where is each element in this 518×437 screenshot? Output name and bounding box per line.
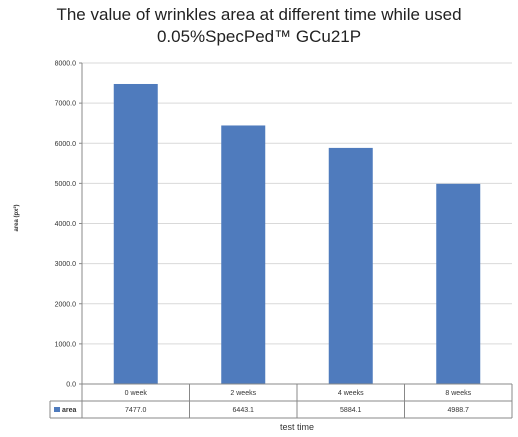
chart-title-line-2: 0.05%SpecPed™ GCu21P	[156, 27, 362, 46]
bar	[113, 83, 158, 384]
x-category-label: 2 weeks	[230, 390, 256, 397]
y-tick-label: 1000.0	[55, 341, 77, 348]
x-category-label: 8 weeks	[445, 390, 471, 397]
table-legend-key	[54, 407, 60, 412]
data-table: 0 week 2 weeks 4 weeks 8 weeks area 7477.0 644…	[49, 384, 513, 419]
y-tick-label: 4000.0	[55, 221, 77, 228]
y-tick-labels: 0.0 1000.0 2000.0 3000.0 4000.0 5000.0 6000.0 7…	[55, 61, 77, 389]
x-category-label: 0 week	[125, 390, 148, 397]
y-axis-title: area (px²)	[13, 204, 20, 231]
x-axis-title: test time	[280, 422, 314, 432]
chart-title-line-1: The value of wrinkles area at different …	[56, 5, 462, 24]
y-tick-label: 7000.0	[55, 101, 77, 108]
y-tick-label: 2000.0	[55, 301, 77, 308]
table-series-name: area	[62, 407, 77, 414]
y-tick-label: 0.0	[66, 382, 76, 389]
y-tick-label: 6000.0	[55, 141, 77, 148]
table-value-cell: 5884.1	[340, 407, 362, 414]
y-tick-label: 5000.0	[55, 181, 77, 188]
bar	[221, 125, 266, 384]
bars	[113, 83, 481, 384]
table-value-cell: 7477.0	[125, 407, 147, 414]
x-category-label: 4 weeks	[338, 390, 364, 397]
bar	[436, 183, 481, 384]
y-tick-label: 8000.0	[55, 61, 77, 68]
table-value-cell: 6443.1	[233, 407, 255, 414]
table-value-cell: 4988.7	[448, 407, 470, 414]
chart-title: The value of wrinkles area at different …	[0, 4, 518, 48]
bar	[328, 147, 373, 384]
y-tick-label: 3000.0	[55, 261, 77, 268]
